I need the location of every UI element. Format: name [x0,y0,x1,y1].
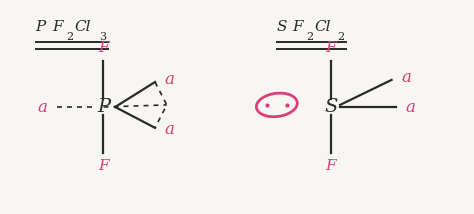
Text: a: a [406,98,416,116]
Text: F: F [98,159,109,173]
Text: F: F [98,41,109,55]
Text: 2: 2 [66,32,73,42]
Text: Cl: Cl [314,20,331,34]
Text: a: a [37,98,47,116]
Text: S: S [277,20,287,34]
Text: F: F [325,159,336,173]
Text: 3: 3 [99,32,106,42]
Text: F: F [52,20,63,34]
Text: F: F [325,41,336,55]
Text: F: F [292,20,303,34]
Text: P: P [97,98,110,116]
Text: 2: 2 [306,32,313,42]
Text: a: a [164,71,174,88]
Text: 2: 2 [337,32,345,42]
Text: S: S [324,98,337,116]
Text: a: a [401,69,411,86]
Text: a: a [164,121,174,138]
Text: P: P [36,20,46,34]
Text: Cl: Cl [74,20,91,34]
